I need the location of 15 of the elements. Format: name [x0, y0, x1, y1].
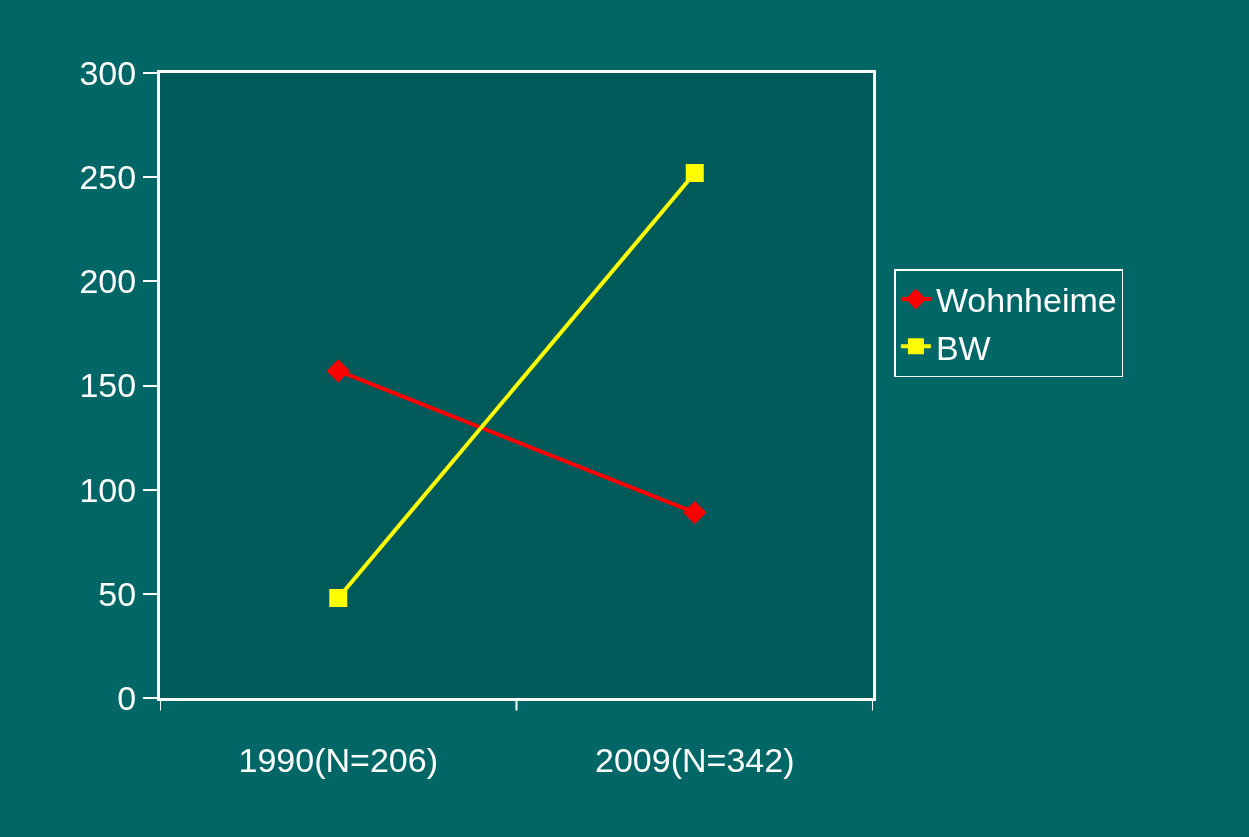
y-tick-label: 150 [79, 366, 137, 405]
legend-label: Wohnheime [935, 281, 1117, 320]
x-tick-label: 2009(N=342) [595, 740, 795, 779]
point [685, 164, 704, 182]
y-tick-label: 300 [79, 53, 137, 92]
y-tick-label: 100 [79, 470, 137, 509]
y-tick-label: 250 [79, 158, 137, 197]
point [683, 500, 707, 525]
y-tick-label: 50 [98, 574, 137, 613]
y-tick-label: 200 [79, 262, 137, 301]
x-tick-label: 1990(N=206) [238, 740, 438, 779]
legend-label: BW [935, 328, 991, 367]
point [329, 589, 348, 607]
point [326, 359, 350, 383]
y-tick-label: 0 [117, 678, 137, 717]
